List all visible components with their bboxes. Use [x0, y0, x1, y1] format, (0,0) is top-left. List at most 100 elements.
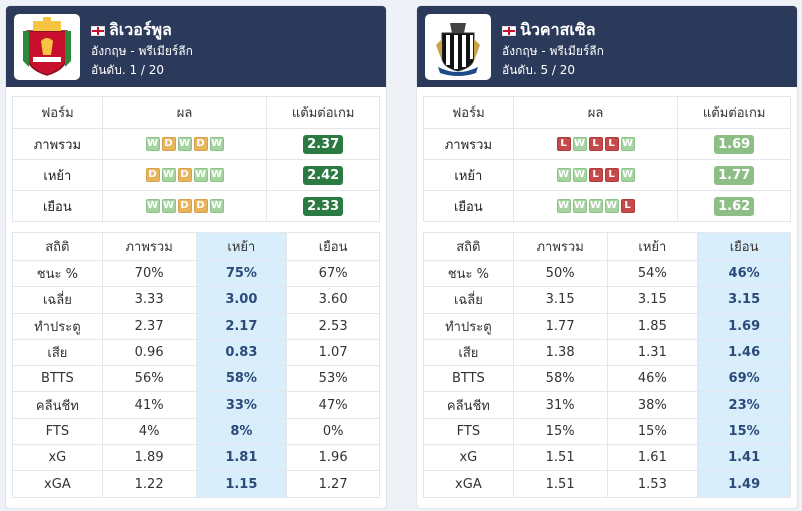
- result-badge[interactable]: W: [620, 168, 635, 182]
- result-badge[interactable]: W: [556, 199, 571, 213]
- stat-label: เสีย: [423, 338, 514, 367]
- result-badge[interactable]: D: [145, 168, 160, 182]
- stat-value: 1.41: [697, 444, 791, 472]
- result-badge[interactable]: D: [177, 168, 192, 182]
- ppg-badge: 1.69: [714, 134, 755, 154]
- stat-value: 1.61: [606, 444, 699, 472]
- stat-value: 50%: [512, 259, 608, 288]
- form-header-label: ฟอร์ม: [12, 96, 103, 129]
- stat-label: เฉลี่ย: [423, 286, 514, 314]
- stat-value: 3.15: [697, 286, 791, 314]
- result-badge[interactable]: W: [556, 168, 571, 182]
- stat-value: 1.49: [697, 470, 791, 498]
- result-badge[interactable]: W: [572, 168, 587, 182]
- ppg-badge: 2.42: [303, 165, 344, 185]
- stats-row: ชนะ % 70% 75% 67%: [12, 259, 380, 288]
- result-badge[interactable]: D: [193, 137, 208, 151]
- result-badge[interactable]: W: [604, 199, 619, 213]
- result-badge[interactable]: W: [209, 199, 224, 213]
- result-badge[interactable]: L: [588, 168, 603, 182]
- stats-row: คลีนชีท 31% 38% 23%: [423, 391, 791, 419]
- stats-row: xG 1.51 1.61 1.41: [423, 444, 791, 472]
- stat-value: 1.46: [697, 338, 791, 367]
- result-badge[interactable]: W: [209, 168, 224, 182]
- stat-value: 1.51: [512, 470, 608, 498]
- team-name[interactable]: ลิเวอร์พูล: [109, 20, 172, 39]
- result-badge[interactable]: W: [145, 137, 160, 151]
- result-badge[interactable]: D: [193, 199, 208, 213]
- stats-row: xGA 1.51 1.53 1.49: [423, 470, 791, 498]
- result-badge[interactable]: W: [193, 168, 208, 182]
- stat-value: 1.31: [606, 338, 699, 367]
- result-badge[interactable]: W: [161, 199, 176, 213]
- ppg-badge: 2.37: [303, 134, 344, 154]
- form-header-label: ฟอร์ม: [423, 96, 514, 129]
- result-badge[interactable]: L: [556, 137, 571, 151]
- result-badge[interactable]: L: [588, 137, 603, 151]
- rank-label: อันดับ. 1 / 20: [91, 63, 165, 77]
- ppg-badge: 1.77: [714, 165, 755, 185]
- league-label[interactable]: อังกฤษ - พรีเมียร์ลีก: [502, 44, 604, 58]
- stats-table: สถิติ ภาพรวม เหย้า เยือน ชนะ % 50% 54% 46% เ…: [423, 232, 791, 498]
- stat-value: 15%: [512, 417, 608, 446]
- result-badge[interactable]: W: [177, 137, 192, 151]
- result-badge[interactable]: W: [572, 199, 587, 213]
- stats-row: เสีย 1.38 1.31 1.46: [423, 338, 791, 367]
- result-badge[interactable]: L: [604, 168, 619, 182]
- ppg-badge: 1.62: [714, 196, 755, 216]
- newcastle-crest-icon[interactable]: [425, 14, 491, 80]
- stats-table: สถิติ ภาพรวม เหย้า เยือน ชนะ % 70% 75% 67% เ…: [12, 232, 380, 498]
- stat-value: 38%: [606, 391, 699, 419]
- stat-value: 33%: [195, 391, 288, 419]
- stat-label: ทำประตู: [423, 312, 514, 340]
- stat-label: xGA: [12, 470, 103, 498]
- stat-label: xG: [423, 444, 514, 472]
- stat-value: 2.37: [101, 312, 197, 340]
- team-card-away: นิวคาสเซิล อังกฤษ - พรีเมียร์ลีก อันดับ.…: [417, 6, 797, 508]
- stat-value: 3.15: [512, 286, 608, 314]
- stats-row: BTTS 58% 46% 69%: [423, 365, 791, 393]
- stat-value: 54%: [606, 259, 699, 288]
- result-badge[interactable]: L: [620, 199, 635, 213]
- stat-label: FTS: [423, 417, 514, 446]
- stats-row: คลีนชีท 41% 33% 47%: [12, 391, 380, 419]
- result-badge[interactable]: W: [161, 168, 176, 182]
- stats-row: xGA 1.22 1.15 1.27: [12, 470, 380, 498]
- result-badge[interactable]: D: [177, 199, 192, 213]
- stat-value: 1.07: [286, 338, 380, 367]
- stat-value: 3.33: [101, 286, 197, 314]
- stat-value: 46%: [697, 259, 791, 288]
- stats-row: FTS 4% 8% 0%: [12, 417, 380, 446]
- stat-value: 1.15: [195, 470, 288, 498]
- stat-value: 47%: [286, 391, 380, 419]
- stats-row: ทำประตู 2.37 2.17 2.53: [12, 312, 380, 340]
- stat-value: 58%: [195, 365, 288, 393]
- stat-value: 75%: [195, 259, 288, 288]
- result-badge[interactable]: W: [145, 199, 160, 213]
- stat-label: BTTS: [423, 365, 514, 393]
- team-name[interactable]: นิวคาสเซิล: [520, 20, 596, 39]
- result-badge[interactable]: W: [572, 137, 587, 151]
- stat-label: ทำประตู: [12, 312, 103, 340]
- stat-label: เฉลี่ย: [12, 286, 103, 314]
- stat-value: 1.69: [697, 312, 791, 340]
- rank-label: อันดับ. 5 / 20: [502, 63, 576, 77]
- stat-value: 1.22: [101, 470, 197, 498]
- result-badge[interactable]: W: [209, 137, 224, 151]
- league-label[interactable]: อังกฤษ - พรีเมียร์ลีก: [91, 44, 193, 58]
- form-header-ppg: แต้มต่อเกม: [677, 96, 791, 129]
- stat-label: BTTS: [12, 365, 103, 393]
- stat-value: 58%: [512, 365, 608, 393]
- result-badge[interactable]: D: [161, 137, 176, 151]
- result-badge[interactable]: L: [604, 137, 619, 151]
- stats-row: FTS 15% 15% 15%: [423, 417, 791, 446]
- stats-row: BTTS 56% 58% 53%: [12, 365, 380, 393]
- liverpool-crest-icon[interactable]: [14, 14, 80, 80]
- result-badge[interactable]: W: [588, 199, 603, 213]
- result-badge[interactable]: W: [620, 137, 635, 151]
- stat-value: 1.38: [512, 338, 608, 367]
